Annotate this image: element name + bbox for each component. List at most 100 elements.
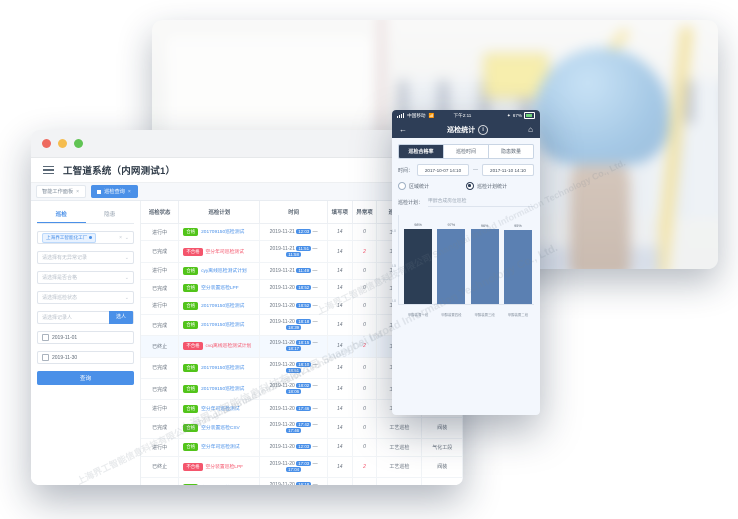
y-axis bbox=[398, 215, 399, 305]
cell-filled: 14 bbox=[327, 477, 353, 485]
chart-bar-column: 95% bbox=[503, 223, 532, 304]
plan-link[interactable]: 201709150巡检测试 bbox=[201, 387, 245, 393]
segment-hazard-count[interactable]: 隐患数量 bbox=[489, 145, 533, 158]
y-tick-0: 0.0 bbox=[392, 299, 396, 303]
time-to-input[interactable]: 2017-11-10 14:10 bbox=[482, 164, 535, 176]
chevron-down-icon: ⌄ bbox=[124, 234, 129, 241]
plan-link[interactable]: 空分装置巡检CSV bbox=[201, 425, 240, 431]
plan-link[interactable]: cvq离线巡检测试计划 bbox=[205, 344, 252, 350]
cell-filled: 14 bbox=[327, 314, 353, 337]
plan-select-row[interactable]: 巡检计划： 甲醇合成房位巡检 bbox=[398, 197, 534, 207]
x-axis-label: 甲醇装置四段 bbox=[441, 313, 462, 317]
phone-segment-control: 巡检合格率 巡检时间 隐患数量 bbox=[398, 144, 534, 159]
close-window-button[interactable] bbox=[42, 139, 51, 148]
table-row[interactable]: 已终止 不合格 空分装置巡检LPF 2019-11-20 17:03 — 17:04 1… bbox=[141, 456, 463, 478]
time-chip: 18:10 bbox=[296, 361, 312, 367]
close-icon[interactable]: × bbox=[127, 188, 131, 195]
cell-plan: 合格 201709150巡检测试 bbox=[178, 314, 261, 337]
info-icon[interactable]: i bbox=[478, 124, 489, 135]
maximize-window-button[interactable] bbox=[74, 139, 83, 148]
hamburger-icon[interactable] bbox=[43, 165, 54, 175]
arrow-left-icon[interactable]: ← bbox=[399, 125, 407, 134]
cell-status: 已完成 bbox=[141, 240, 180, 263]
cell-area: 阀装 bbox=[421, 417, 463, 440]
date-to-input[interactable]: 2019-11-30 bbox=[37, 351, 134, 364]
cell-time: 2019-11-21 11:51 — 11:58 bbox=[259, 240, 328, 263]
cell-plan: 不合格 cvq离线巡检测试计划 bbox=[178, 335, 261, 358]
y-tick-1: 0.5 bbox=[392, 264, 396, 268]
qualified-select[interactable]: 请选择是否合格 ⌄ bbox=[37, 271, 134, 284]
recorder-field[interactable]: 请选择记录人 选人 bbox=[37, 311, 134, 324]
home-icon[interactable]: ⌂ bbox=[528, 125, 533, 134]
plan-link[interactable]: 空分年司巡检测试 bbox=[201, 445, 240, 451]
clear-icon[interactable]: × bbox=[119, 234, 122, 241]
cell-abnormal: 2 bbox=[352, 477, 378, 485]
col-abnormal: 异常项 bbox=[352, 201, 378, 224]
plan-link[interactable]: 空分年司巡检测试 bbox=[201, 406, 240, 412]
tab-work-panel[interactable]: 智能工作面板 × bbox=[36, 185, 87, 198]
plan-link[interactable]: 201709150巡检测试 bbox=[201, 230, 245, 236]
plan-link[interactable]: 201709150巡检测试 bbox=[201, 303, 245, 309]
cell-status: 已终止 bbox=[141, 456, 180, 478]
status-badge: 合格 bbox=[183, 363, 199, 372]
cell-plan: 合格 cyy离线巡检测试计划 bbox=[178, 262, 261, 281]
cell-type: 工艺巡检 bbox=[376, 438, 423, 457]
cell-plan: 合格 201709150巡检测试 bbox=[178, 357, 261, 380]
chart-bar bbox=[404, 228, 433, 304]
cell-status: 已完成 bbox=[141, 314, 180, 337]
status-badge: 合格 bbox=[183, 301, 199, 310]
inspection-status-select[interactable]: 请选择巡检状态 ⌄ bbox=[37, 291, 134, 304]
minimize-window-button[interactable] bbox=[58, 139, 67, 148]
time-chip: 18:02 bbox=[296, 383, 312, 389]
cell-type: 工艺巡检 bbox=[376, 456, 423, 478]
date-from-input[interactable]: 2019-11-01 bbox=[37, 331, 134, 344]
cell-time: 2019-11-21 12:03 — bbox=[259, 223, 328, 242]
plan-link[interactable]: 201709150巡检测试 bbox=[201, 365, 245, 371]
org-select[interactable]: 上海界工智能化工厂 × ⌄ bbox=[37, 231, 134, 244]
time-chip: 11:49 bbox=[296, 267, 312, 273]
cell-time: 2019-11-20 12:03 — bbox=[259, 438, 328, 457]
plan-link[interactable]: 空分装置巡检LPF bbox=[201, 286, 239, 292]
select-person-button[interactable]: 选人 bbox=[108, 311, 133, 324]
time-from-input[interactable]: 2017-10-07 14:10 bbox=[417, 164, 470, 176]
clock-label: 下午2:11 bbox=[453, 112, 472, 118]
cell-abnormal: 0 bbox=[352, 223, 378, 242]
close-icon[interactable]: × bbox=[76, 188, 80, 195]
status-badge: 合格 bbox=[183, 284, 199, 293]
plan-link[interactable]: 201709150巡检测试 bbox=[201, 323, 245, 329]
plan-link[interactable]: 空分装置巡检LPF bbox=[205, 464, 244, 470]
cell-filled: 14 bbox=[327, 399, 353, 418]
cell-filled: 14 bbox=[327, 223, 353, 242]
table-row[interactable]: 进行中 合格 空分年司巡检测试 2019-11-20 12:03 —14 0 工艺巡检 气化… bbox=[141, 438, 463, 457]
tab-inspection-query[interactable]: 巡检查询 × bbox=[91, 185, 138, 198]
time-chip: 17:46 bbox=[286, 427, 302, 433]
bar-value-label: 96% bbox=[480, 223, 489, 228]
x-axis-label: 甲醇装置三段 bbox=[474, 313, 495, 317]
radio-circle-icon bbox=[466, 182, 474, 190]
cell-abnormal: 2 bbox=[352, 456, 378, 478]
cell-plan: 合格 空分装置巡检CSV bbox=[178, 417, 261, 440]
time-chip: 18:18 bbox=[296, 319, 312, 325]
hard-hat-icon bbox=[532, 47, 669, 165]
status-badge: 合格 bbox=[183, 443, 199, 452]
app-header: 工智道系统（内网测试1） bbox=[31, 158, 463, 183]
table-row[interactable]: 已完成 合格 空分装置巡检CSV 2019-11-20 17:42 — 17:46 14… bbox=[141, 417, 463, 440]
radio-area-stat[interactable]: 区域统计 bbox=[398, 182, 466, 190]
plan-link[interactable]: cyy离线巡检测试计划 bbox=[201, 268, 247, 274]
segment-pass-rate[interactable]: 巡检合格率 bbox=[399, 145, 444, 158]
radio-plan-stat[interactable]: 巡检计划统计 bbox=[466, 182, 534, 190]
segment-inspection-time[interactable]: 巡检时间 bbox=[444, 145, 489, 158]
cell-time: 2019-11-20 18:10 — 18:51 bbox=[259, 357, 328, 380]
sidebar-tab-inspection[interactable]: 巡检 bbox=[37, 206, 86, 223]
sidebar-tab-hazard[interactable]: 隐患 bbox=[104, 212, 116, 218]
abnormal-record-select[interactable]: 请选择有无异常记录 ⌄ bbox=[37, 251, 134, 264]
status-badge: 合格 bbox=[183, 404, 199, 413]
col-time: 时间 bbox=[259, 201, 328, 224]
col-status: 巡检状态 bbox=[141, 201, 180, 224]
phone-status-bar: 中国移动 📶 下午2:11 ✦ 67% bbox=[392, 110, 540, 121]
search-button[interactable]: 查询 bbox=[37, 371, 134, 385]
plan-link[interactable]: 空分年司巡检测试 bbox=[205, 249, 244, 255]
y-tick-2: 1.0 bbox=[392, 229, 396, 233]
